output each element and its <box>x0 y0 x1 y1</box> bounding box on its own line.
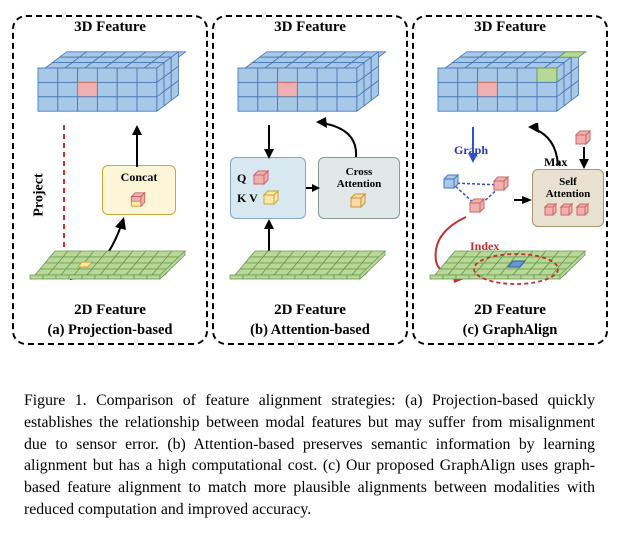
arrow-cross-to-3d <box>316 117 376 159</box>
title-2d-c: 2D Feature <box>414 302 606 319</box>
concat-stack-icon <box>127 189 151 210</box>
project-label: Project <box>32 173 48 216</box>
q-cube-icon <box>252 169 272 187</box>
concat-box: Concat <box>102 165 176 215</box>
figure-caption: Figure 1. Comparison of feature alignmen… <box>10 380 609 521</box>
grid2d-a <box>30 245 190 295</box>
kv-cube-icon <box>262 189 282 207</box>
grid3d-a <box>30 41 190 131</box>
panel-projection: 3D Feature Concat Project <box>12 15 208 345</box>
self-cubes-icon <box>543 201 593 219</box>
arrow-qkv-to-cross <box>306 183 320 193</box>
self-label: Self Attention <box>539 177 597 200</box>
title-3d-b: 3D Feature <box>214 19 406 36</box>
arrow-max-up <box>528 123 568 167</box>
grid3d-c <box>430 41 590 131</box>
panel-graphalign: 3D Feature Graph Max Self Attention <box>412 15 608 345</box>
panel-attention: 3D Feature Q K V Cross Attention <box>212 15 408 345</box>
sublabel-b: (b) Attention-based <box>214 322 406 339</box>
sublabel-a: (a) Projection-based <box>14 322 206 339</box>
arrow-concat-up <box>130 125 144 167</box>
sublabel-c: (c) GraphAlign <box>414 322 606 339</box>
kv-label: K V <box>237 191 258 206</box>
figure-panels: 3D Feature Concat Project <box>10 10 610 380</box>
self-box: Self Attention <box>532 169 604 227</box>
cross-label: Cross Attention <box>325 166 393 190</box>
qkv-box: Q K V <box>230 157 306 219</box>
extracted-cube <box>574 129 596 149</box>
grid2d-b <box>230 245 390 295</box>
arrow-cube-down <box>578 147 590 169</box>
title-3d-c: 3D Feature <box>414 19 606 36</box>
title-2d-b: 2D Feature <box>214 302 406 319</box>
concat-label: Concat <box>121 170 158 185</box>
title-3d: 3D Feature <box>14 19 206 36</box>
cross-box: Cross Attention <box>318 157 400 219</box>
arrow-graph-down <box>466 127 480 163</box>
title-2d: 2D Feature <box>14 302 206 319</box>
cross-cube-icon <box>349 192 369 210</box>
arrow-3d-to-q <box>262 125 276 159</box>
q-label: Q <box>237 171 246 186</box>
grid2d-c <box>430 245 590 295</box>
arrow-cluster-to-self <box>514 195 532 205</box>
